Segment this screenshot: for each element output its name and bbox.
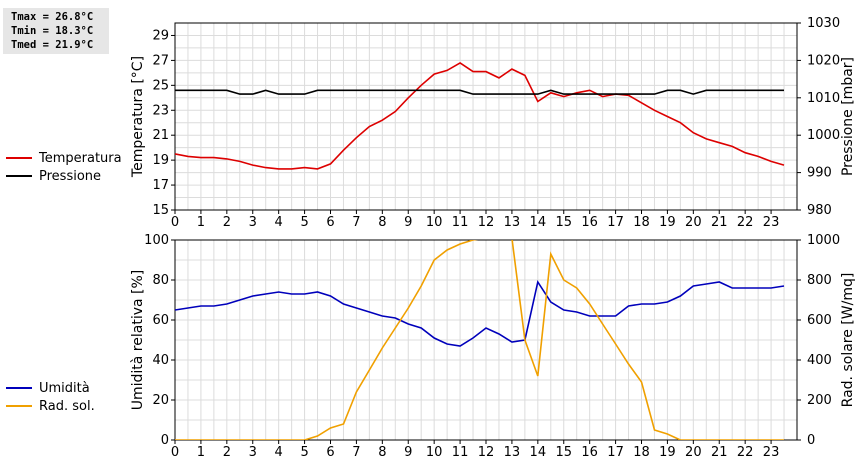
x-tick-label: 20 xyxy=(685,215,702,230)
tmin-stat: Tmin = 18.3°C xyxy=(11,25,94,37)
x-tick-label: 10 xyxy=(426,445,443,460)
x-tick-label: 18 xyxy=(633,215,650,230)
x-tick-label: 4 xyxy=(275,445,283,460)
x-tick-label: 11 xyxy=(452,445,469,460)
x-tick-label: 19 xyxy=(659,445,676,460)
x-tick-label: 22 xyxy=(737,215,754,230)
x-tick-label: 5 xyxy=(300,445,308,460)
y-axis-label-right: Rad. solare [W/mq] xyxy=(840,273,856,408)
x-tick-label: 12 xyxy=(478,215,495,230)
legend-label: Rad. sol. xyxy=(39,399,95,414)
x-tick-label: 23 xyxy=(763,445,780,460)
x-tick-label: 20 xyxy=(685,445,702,460)
y-tick-label-right: 1020 xyxy=(807,53,840,68)
y-tick-label-left: 25 xyxy=(152,78,169,93)
y-tick-label-right: 200 xyxy=(807,393,832,408)
x-tick-label: 15 xyxy=(555,445,572,460)
x-tick-label: 1 xyxy=(197,215,205,230)
y-tick-label-left: 17 xyxy=(152,178,169,193)
y-tick-label-left: 60 xyxy=(152,313,169,328)
x-tick-label: 6 xyxy=(326,215,334,230)
legend-label: Umidità xyxy=(39,381,90,396)
x-tick-label: 21 xyxy=(711,445,728,460)
y-tick-label-right: 1030 xyxy=(807,16,840,31)
x-tick-label: 6 xyxy=(326,445,334,460)
y-tick-label-left: 40 xyxy=(152,353,169,368)
y-tick-label-right: 980 xyxy=(807,203,832,218)
x-tick-label: 13 xyxy=(504,445,521,460)
legend-label: Temperatura xyxy=(38,151,122,166)
series-line-rad-sol- xyxy=(175,240,784,440)
x-tick-label: 17 xyxy=(607,215,624,230)
x-tick-label: 5 xyxy=(300,215,308,230)
x-tick-label: 11 xyxy=(452,215,469,230)
series-line-pressione xyxy=(175,89,784,95)
x-tick-label: 0 xyxy=(171,445,179,460)
x-tick-label: 18 xyxy=(633,445,650,460)
y-tick-label-right: 1000 xyxy=(807,233,840,248)
y-tick-label-left: 21 xyxy=(152,128,169,143)
x-tick-label: 8 xyxy=(378,445,386,460)
x-tick-label: 14 xyxy=(530,445,547,460)
y-tick-label-left: 20 xyxy=(152,393,169,408)
y-tick-label-right: 0 xyxy=(807,433,815,448)
x-tick-label: 3 xyxy=(249,445,257,460)
y-axis-label-left: Umidità relativa [%] xyxy=(130,270,146,411)
stats-box: Tmax = 26.8°C Tmin = 18.3°C Tmed = 21.9°… xyxy=(3,8,109,54)
series-line-umidit- xyxy=(175,279,785,347)
x-tick-label: 1 xyxy=(197,445,205,460)
x-tick-label: 10 xyxy=(426,215,443,230)
tmax-stat: Tmax = 26.8°C xyxy=(11,11,94,23)
y-tick-label-right: 1010 xyxy=(807,91,840,106)
y-tick-label-right: 990 xyxy=(807,166,832,181)
x-tick-label: 13 xyxy=(504,215,521,230)
x-tick-label: 8 xyxy=(378,215,386,230)
x-tick-label: 23 xyxy=(763,215,780,230)
y-tick-label-right: 400 xyxy=(807,353,832,368)
x-tick-label: 21 xyxy=(711,215,728,230)
x-tick-label: 0 xyxy=(171,215,179,230)
y-tick-label-left: 29 xyxy=(152,28,169,43)
tmed-stat: Tmed = 21.9°C xyxy=(11,39,94,51)
y-tick-label-left: 27 xyxy=(152,53,169,68)
y-axis-label-left: Temperatura [°C] xyxy=(130,56,146,178)
series-line-temperatura xyxy=(175,61,785,170)
y-tick-label-left: 15 xyxy=(152,203,169,218)
y-tick-label-right: 800 xyxy=(807,273,832,288)
x-tick-label: 7 xyxy=(352,445,360,460)
y-tick-label-left: 100 xyxy=(144,233,169,248)
x-tick-label: 9 xyxy=(404,215,412,230)
y-tick-label-left: 80 xyxy=(152,273,169,288)
x-tick-label: 3 xyxy=(249,215,257,230)
x-tick-label: 17 xyxy=(607,445,624,460)
x-tick-label: 22 xyxy=(737,445,754,460)
x-tick-label: 2 xyxy=(223,215,231,230)
x-tick-label: 12 xyxy=(478,445,495,460)
x-tick-label: 2 xyxy=(223,445,231,460)
y-tick-label-left: 0 xyxy=(161,433,169,448)
legend-label: Pressione xyxy=(39,169,101,184)
y-tick-label-left: 19 xyxy=(152,153,169,168)
x-tick-label: 19 xyxy=(659,215,676,230)
y-tick-label-left: 23 xyxy=(152,103,169,118)
x-tick-label: 7 xyxy=(352,215,360,230)
x-tick-label: 16 xyxy=(581,445,598,460)
x-tick-label: 9 xyxy=(404,445,412,460)
y-tick-label-right: 1000 xyxy=(807,128,840,143)
x-tick-label: 15 xyxy=(555,215,572,230)
y-axis-label-right: Pressione [mbar] xyxy=(840,57,856,176)
x-tick-label: 16 xyxy=(581,215,598,230)
x-tick-label: 4 xyxy=(275,215,283,230)
x-tick-label: 14 xyxy=(530,215,547,230)
y-tick-label-right: 600 xyxy=(807,313,832,328)
